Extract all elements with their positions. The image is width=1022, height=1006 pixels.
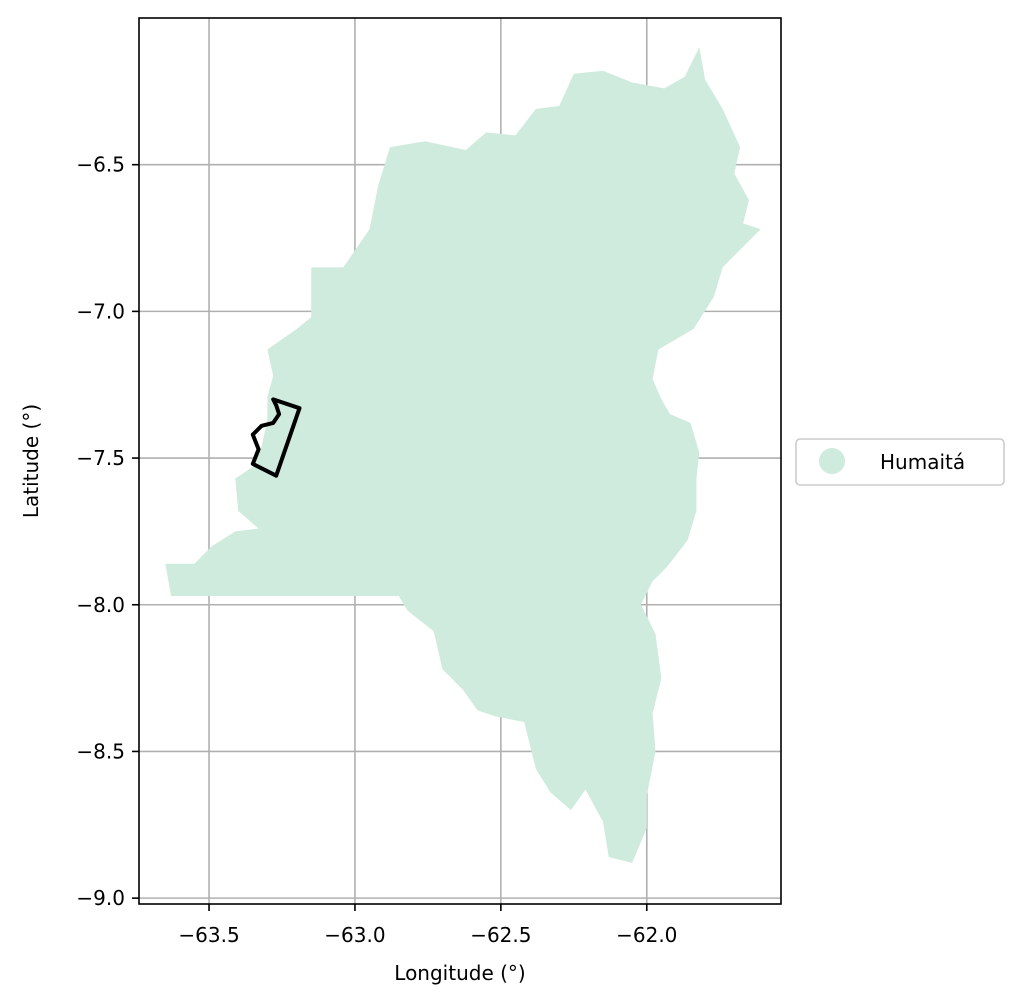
y-tick-label-5: −9.0 <box>76 886 125 910</box>
legend: Humaitá <box>795 438 1005 486</box>
study-area-outline <box>250 397 302 478</box>
x-tick-label-1: −63.0 <box>324 923 385 947</box>
y-tick-label-3: −8.0 <box>76 593 125 617</box>
y-tick-label-4: −8.5 <box>76 739 125 763</box>
y-tick-label-2: −7.5 <box>76 446 125 470</box>
y-axis-ticks: −6.5 −7.0 −7.5 −8.0 −8.5 −9.0 <box>76 153 139 910</box>
x-axis-ticks: −63.5 −63.0 −62.5 −62.0 <box>178 904 677 947</box>
legend-marker-humaita <box>819 448 845 474</box>
y-tick-label-1: −7.0 <box>76 299 125 323</box>
x-tick-label-3: −62.0 <box>616 923 677 947</box>
x-axis-title: Longitude (°) <box>394 961 525 985</box>
x-tick-label-2: −62.5 <box>470 923 531 947</box>
legend-label-humaita: Humaitá <box>880 450 965 474</box>
y-tick-label-0: −6.5 <box>76 153 125 177</box>
humaita-region-polygon <box>165 47 761 863</box>
x-tick-label-0: −63.5 <box>178 923 239 947</box>
legend-frame <box>795 438 1005 486</box>
plot-frame <box>138 17 782 905</box>
y-axis-title: Latitude (°) <box>19 404 43 518</box>
